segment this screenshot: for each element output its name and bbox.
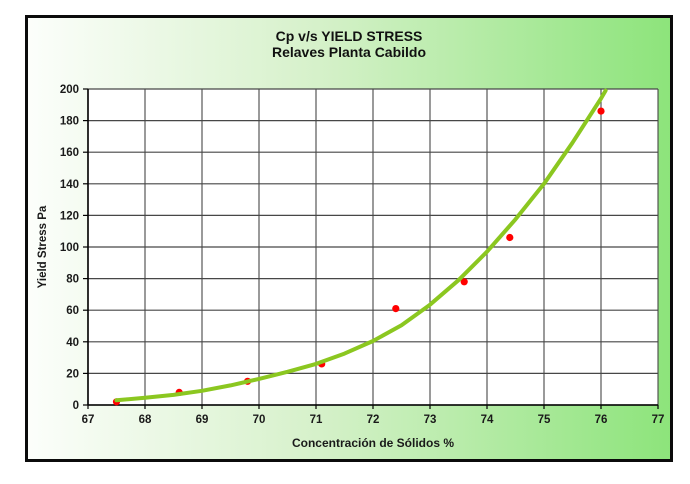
x-tick-label: 68 <box>139 414 152 426</box>
y-tick-label: 200 <box>60 84 79 96</box>
y-tick-label: 120 <box>60 210 79 222</box>
x-tick-label: 73 <box>424 414 437 426</box>
data-point <box>392 305 400 313</box>
x-tick-label: 67 <box>82 414 95 426</box>
data-point <box>506 233 514 242</box>
x-tick-label: 75 <box>538 414 551 426</box>
y-tick-label: 180 <box>60 116 79 128</box>
y-tick-label: 100 <box>60 242 79 254</box>
chart-subtitle: Relaves Planta Cabildo <box>271 44 427 60</box>
x-tick-label: 74 <box>481 414 494 426</box>
y-tick-label: 20 <box>66 368 79 380</box>
x-tick-label: 76 <box>595 414 608 426</box>
chart-title: Cp v/s YIELD STRESS <box>275 28 423 44</box>
y-tick-label: 80 <box>66 274 79 286</box>
x-axis-label: Concentración de Sólidos % <box>292 436 454 450</box>
x-tick-label: 77 <box>652 414 665 426</box>
y-tick-label: 40 <box>66 337 79 349</box>
y-tick-label: 160 <box>60 147 79 159</box>
x-tick-label: 72 <box>367 414 380 426</box>
trend-curve <box>114 88 608 403</box>
x-tick-label: 71 <box>310 414 323 426</box>
x-tick-label: 70 <box>253 414 266 426</box>
y-axis-label: Yield Stress Pa <box>37 205 49 288</box>
chart-title-block: Cp v/s YIELD STRESS Relaves Planta Cabil… <box>25 28 673 60</box>
y-tick-label: 140 <box>60 179 79 191</box>
data-point <box>597 107 605 115</box>
y-tick-label: 0 <box>73 400 79 412</box>
x-tick-label: 69 <box>196 414 209 426</box>
data-point <box>460 278 468 286</box>
y-tick-label: 60 <box>66 305 79 317</box>
